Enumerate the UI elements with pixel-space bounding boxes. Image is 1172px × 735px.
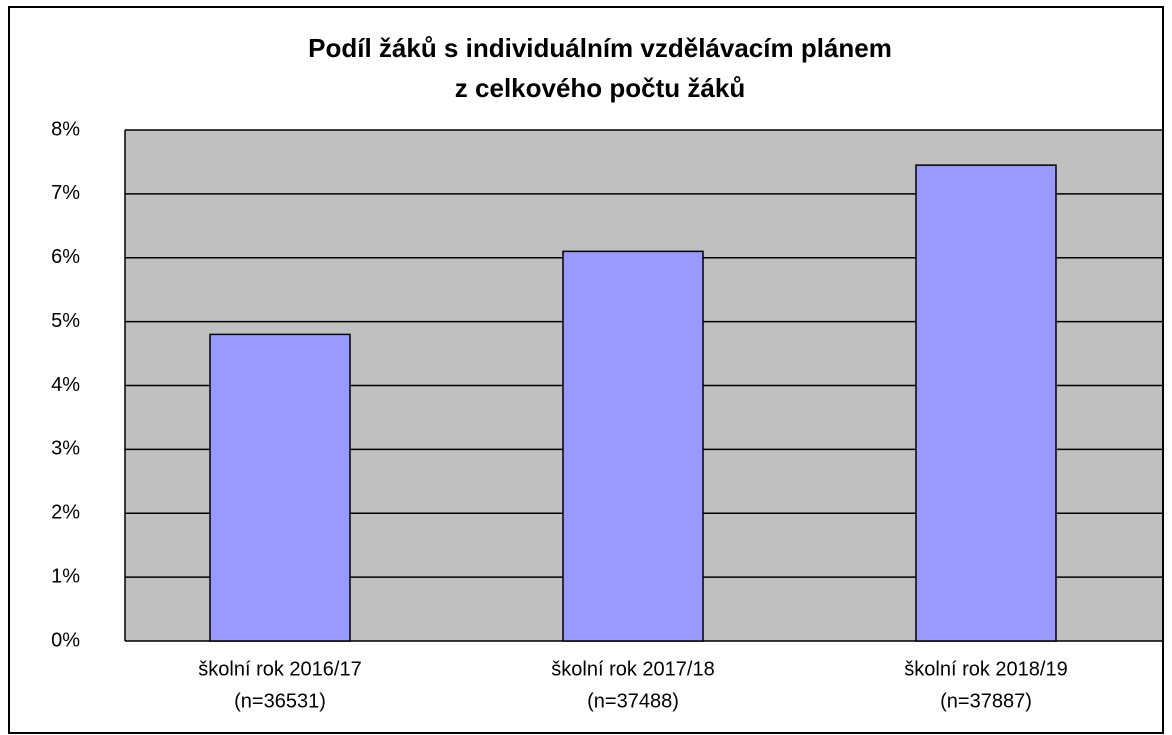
y-tick-label: 8% xyxy=(51,118,80,140)
y-tick-label: 6% xyxy=(51,246,80,268)
x-tick-label: (n=36531) xyxy=(234,690,326,712)
y-tick-label: 0% xyxy=(51,629,80,651)
y-tick-label: 3% xyxy=(51,438,80,460)
x-tick-label: školní rok 2016/17 xyxy=(198,658,361,680)
chart-title: z celkového počtu žáků xyxy=(455,73,745,103)
y-tick-label: 4% xyxy=(51,374,80,396)
chart-title: Podíl žáků s individuálním vzdělávacím p… xyxy=(308,33,892,63)
y-tick-label: 5% xyxy=(51,310,80,332)
y-tick-label: 1% xyxy=(51,565,80,587)
bar xyxy=(562,250,704,642)
bar xyxy=(209,333,351,642)
x-tick-label: (n=37887) xyxy=(940,690,1032,712)
x-tick-label: školní rok 2017/18 xyxy=(551,658,714,680)
x-tick-label: školní rok 2018/19 xyxy=(904,658,1067,680)
y-tick-label: 2% xyxy=(51,502,80,524)
x-tick-label: (n=37488) xyxy=(587,690,679,712)
y-tick-label: 7% xyxy=(51,182,80,204)
bar xyxy=(915,164,1057,642)
